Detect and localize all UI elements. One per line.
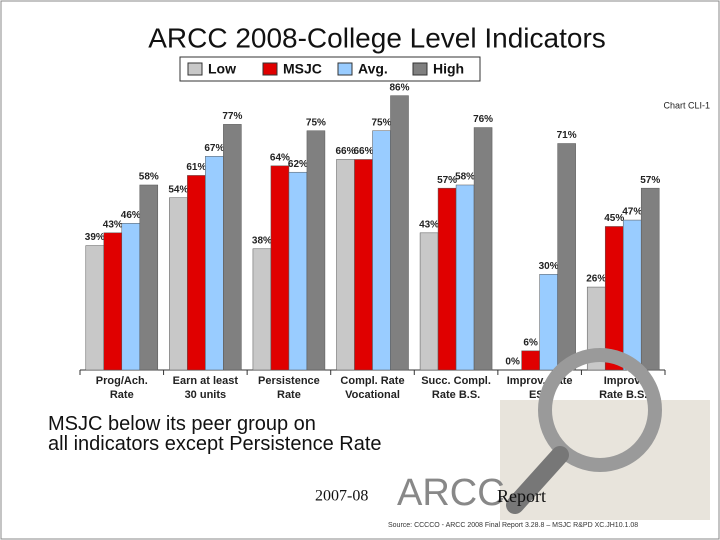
data-label: 43% bbox=[419, 219, 439, 230]
legend-box bbox=[179, 56, 481, 82]
legend-swatch bbox=[412, 62, 428, 76]
legend-label: High bbox=[433, 61, 464, 77]
legend-label: Low bbox=[208, 61, 236, 77]
legend-label: Avg. bbox=[358, 61, 388, 77]
data-label: 46% bbox=[121, 210, 141, 221]
x-tick-label: Persistence bbox=[258, 375, 320, 387]
bar bbox=[169, 197, 188, 371]
data-label: 66% bbox=[335, 146, 355, 157]
data-label: 57% bbox=[437, 175, 457, 186]
x-tick-label: Rate B.S. bbox=[599, 389, 647, 401]
bar bbox=[622, 219, 642, 371]
bar bbox=[419, 232, 439, 371]
bar bbox=[455, 184, 475, 371]
caption: MSJC below its peer group on all indicato… bbox=[48, 413, 382, 455]
bar bbox=[270, 165, 290, 371]
x-tick-label: Rate bbox=[110, 389, 134, 401]
data-label: 67% bbox=[204, 143, 224, 154]
data-label: 71% bbox=[557, 130, 577, 141]
chart-title: ARCC 2008-College Level Indicators bbox=[148, 22, 606, 53]
bar bbox=[521, 350, 540, 371]
bar bbox=[372, 130, 391, 371]
footer-brand: ARCC bbox=[397, 472, 505, 514]
data-label: 38% bbox=[252, 235, 272, 246]
magnifier bbox=[500, 348, 710, 520]
x-tick-label: Prog/Ach. bbox=[96, 375, 148, 387]
x-tick-label: Vocational bbox=[345, 389, 400, 401]
footer-word: Report bbox=[497, 486, 546, 506]
lens-ring bbox=[538, 348, 662, 472]
footer-year: 2007-08 bbox=[315, 488, 368, 505]
data-label: 45% bbox=[604, 213, 624, 224]
bar bbox=[557, 143, 576, 371]
data-label: 47% bbox=[622, 207, 642, 218]
legend-label: MSJC bbox=[283, 61, 322, 77]
data-label: 54% bbox=[168, 184, 188, 195]
bar bbox=[306, 130, 326, 371]
data-label: 58% bbox=[455, 172, 475, 183]
x-tick-label: Earn at least bbox=[173, 375, 239, 387]
data-label: 64% bbox=[270, 152, 290, 163]
legend-swatch bbox=[262, 62, 278, 76]
bar bbox=[252, 248, 272, 371]
data-label: 66% bbox=[353, 146, 373, 157]
data-label: 62% bbox=[288, 159, 308, 170]
bar bbox=[473, 127, 493, 371]
bar bbox=[121, 223, 141, 371]
x-tick-label: Rate bbox=[277, 389, 301, 401]
legend-swatch bbox=[187, 62, 203, 76]
data-label: 76% bbox=[473, 114, 493, 125]
bar bbox=[640, 187, 660, 371]
data-label: 30% bbox=[539, 261, 559, 272]
bar bbox=[437, 187, 457, 371]
data-label: 58% bbox=[139, 172, 159, 183]
data-label: 39% bbox=[85, 232, 105, 243]
chart-subtitle: Chart CLI-1 bbox=[663, 100, 710, 110]
bar bbox=[223, 124, 242, 371]
x-tick-label: Rate B.S. bbox=[432, 389, 480, 401]
x-tick-label: Succ. Compl. bbox=[421, 375, 491, 387]
data-label: 57% bbox=[640, 175, 660, 186]
data-label: 26% bbox=[586, 274, 606, 285]
data-label: 0% bbox=[505, 357, 520, 368]
bar bbox=[103, 232, 123, 371]
footer-source: Source: CCCCO - ARCC 2008 Final Report 3… bbox=[388, 522, 638, 529]
x-tick-label: Improv. bbox=[604, 375, 643, 387]
data-label: 77% bbox=[222, 111, 242, 122]
bar bbox=[390, 95, 409, 371]
data-label: 86% bbox=[389, 82, 409, 93]
bar bbox=[139, 184, 159, 371]
bar bbox=[604, 226, 624, 371]
bar bbox=[336, 159, 355, 371]
data-label: 61% bbox=[186, 162, 206, 173]
legend-swatch bbox=[337, 62, 353, 76]
data-label: 75% bbox=[371, 117, 391, 128]
handle bbox=[506, 446, 569, 514]
bar bbox=[205, 156, 224, 371]
data-label: 75% bbox=[306, 117, 326, 128]
bar bbox=[288, 171, 308, 371]
bar bbox=[187, 175, 206, 371]
data-label: 43% bbox=[103, 219, 123, 230]
x-tick-label: 30 units bbox=[185, 389, 227, 401]
bar bbox=[539, 274, 558, 371]
bar bbox=[354, 159, 373, 371]
bar bbox=[85, 245, 105, 371]
x-tick-label: Compl. Rate bbox=[340, 375, 404, 387]
data-label: 6% bbox=[523, 338, 538, 349]
